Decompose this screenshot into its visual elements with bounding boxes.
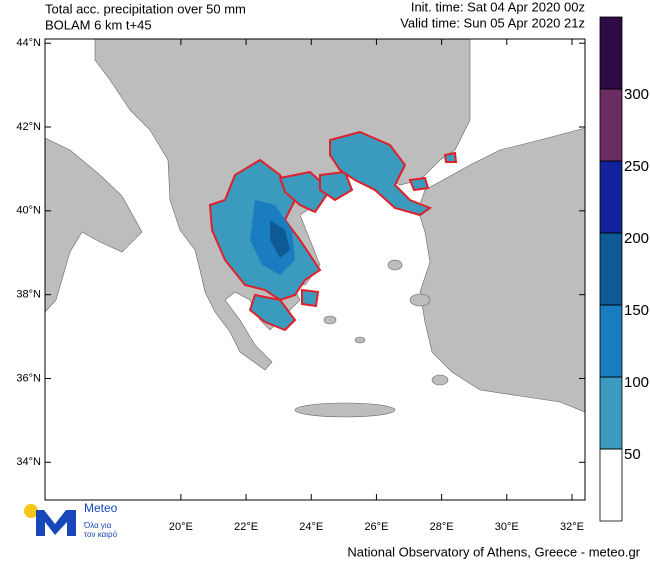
precip-area	[248, 293, 297, 332]
logo-mark	[36, 510, 76, 536]
colorbar-label: 50	[624, 446, 641, 463]
precip-area	[301, 288, 320, 308]
lat-tick-label: 40°N	[16, 205, 41, 217]
map-frame	[44, 38, 586, 501]
footer: National Observatory of Athens, Greece -…	[347, 544, 640, 559]
italy	[45, 137, 143, 313]
precip-area	[270, 220, 290, 258]
colorbar-label: 150	[624, 302, 649, 319]
init-time: Init. time: Sat 04 Apr 2020 00z	[411, 0, 585, 14]
lon-tick-label: 30°E	[495, 521, 519, 533]
lon-tick-label: 24°E	[299, 521, 323, 533]
logo-sun	[24, 504, 38, 518]
precip-area	[278, 170, 332, 214]
colorbar-bin	[599, 232, 623, 306]
colorbar-bin	[599, 160, 623, 234]
precip-area	[319, 170, 354, 202]
lat-tick-label: 42°N	[16, 121, 41, 133]
model: BOLAM 6 km t+45	[45, 17, 152, 32]
colorbar-bin	[599, 448, 623, 522]
crete	[294, 402, 396, 418]
lon-tick-label: 22°E	[234, 521, 258, 533]
colorbar-bin	[599, 376, 623, 450]
colorbar-bin	[599, 304, 623, 378]
lat-tick-label: 36°N	[16, 372, 41, 384]
lat-tick-label: 38°N	[16, 289, 41, 301]
island	[387, 259, 403, 271]
island	[323, 315, 337, 325]
logo-tagline: Όλα για	[83, 521, 112, 530]
island	[431, 374, 449, 386]
colorbar-label: 200	[624, 230, 649, 247]
lon-tick-label: 32°E	[560, 521, 584, 533]
colorbar-label: 300	[624, 86, 649, 103]
lat-tick-label: 44°N	[16, 37, 41, 49]
colorbar-bin	[599, 16, 623, 90]
colorbar-label: 100	[624, 374, 649, 391]
land-layer	[45, 39, 585, 418]
logo-name: Meteo	[84, 501, 118, 515]
precip-area	[408, 176, 430, 192]
turkey	[417, 127, 585, 413]
island	[409, 293, 431, 307]
lon-tick-label: 20°E	[169, 521, 193, 533]
lon-tick-label: 28°E	[430, 521, 454, 533]
colorbar-bin	[599, 88, 623, 162]
island	[354, 336, 366, 344]
title: Total acc. precipitation over 50 mm	[45, 1, 246, 16]
valid-time: Valid time: Sun 05 Apr 2020 21z	[400, 15, 585, 30]
lat-tick-label: 34°N	[16, 456, 41, 468]
logo: Meteo Όλα για τον καιρό	[24, 501, 118, 539]
precip-area	[443, 151, 458, 163]
lon-tick-label: 26°E	[364, 521, 388, 533]
precip-area	[329, 130, 433, 217]
colorbar-label: 250	[624, 158, 649, 175]
logo-tagline: τον καιρό	[84, 530, 118, 539]
